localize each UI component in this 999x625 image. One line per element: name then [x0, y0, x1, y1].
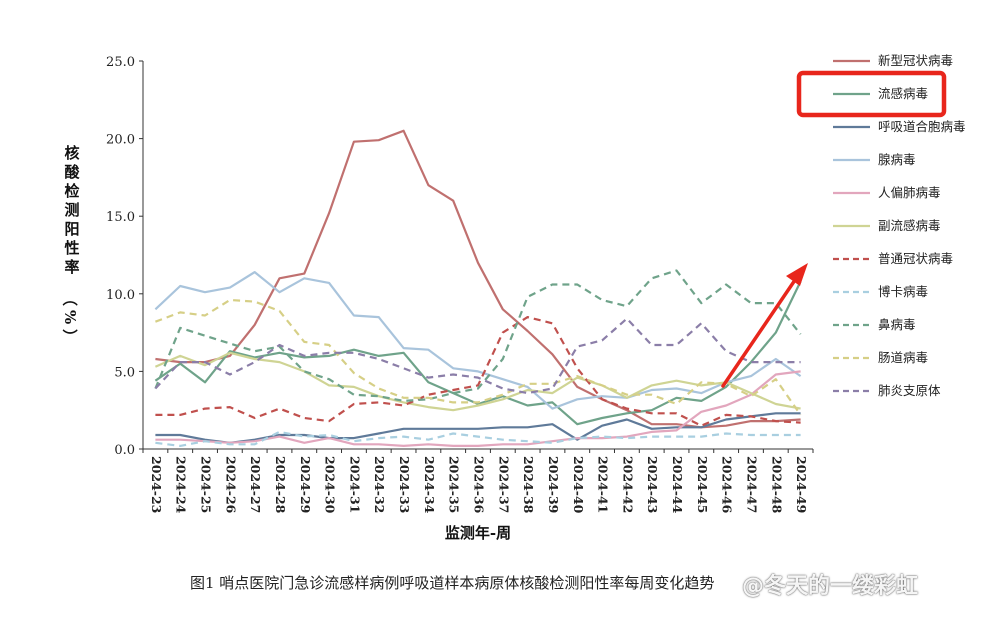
x-tick-label: 2024-25 — [199, 456, 214, 513]
y-axis-title: 核酸检测阳性率（%） — [60, 144, 80, 344]
x-tick-label: 2024-43 — [645, 456, 660, 513]
x-tick-label: 2024-33 — [397, 456, 412, 513]
series-line-4 — [155, 370, 801, 447]
x-tick-label: 2024-24 — [174, 456, 189, 514]
x-tick-label: 2024-48 — [769, 456, 784, 514]
series-line-7 — [155, 430, 801, 447]
highlight-box — [796, 70, 947, 118]
series-line-10 — [154, 317, 801, 395]
legend-label: 肺炎支原体 — [878, 383, 941, 398]
x-tick-label: 2024-39 — [546, 456, 561, 513]
y-tick-label: 25.0 — [106, 55, 135, 70]
x-axis-title: 监测年-周 — [445, 524, 511, 542]
legend-label: 呼吸道合胞病毒 — [878, 119, 966, 134]
y-tick-label: 10.0 — [106, 288, 135, 303]
x-tick-label: 2024-32 — [372, 456, 387, 513]
series-line-8 — [154, 269, 802, 402]
x-tick-label: 2024-44 — [670, 456, 685, 514]
x-tick-label: 2024-47 — [744, 456, 759, 513]
legend-label: 流感病毒 — [878, 86, 928, 101]
x-tick-label: 2024-45 — [695, 456, 710, 513]
y-tick-label: 5.0 — [114, 365, 135, 380]
x-tick-label: 2024-41 — [596, 456, 611, 513]
x-tick-label: 2024-40 — [571, 456, 586, 514]
x-tick-label: 2024-30 — [323, 456, 338, 514]
y-tick-label: 20.0 — [106, 133, 135, 148]
y-tick-label: 0.0 — [114, 443, 135, 458]
legend-label: 新型冠状病毒 — [878, 53, 953, 68]
y-tick-label: 15.0 — [106, 210, 135, 225]
x-tick-label: 2024-23 — [149, 456, 164, 513]
x-tick-label: 2024-36 — [472, 456, 487, 514]
series-line-3 — [154, 271, 802, 410]
x-tick-label: 2024-35 — [447, 456, 462, 513]
x-tick-label: 2024-42 — [620, 456, 635, 513]
x-tick-label: 2024-29 — [298, 456, 313, 513]
series-line-5 — [154, 351, 801, 412]
legend-label: 博卡病毒 — [878, 284, 928, 299]
x-tick-label: 2024-26 — [223, 456, 238, 514]
x-tick-label: 2024-34 — [422, 456, 437, 514]
figure-caption: 图1 哨点医院门急诊流感样病例呼吸道样本病原体核酸检测阳性率每周变化趋势 — [190, 574, 715, 592]
x-tick-label: 2024-49 — [794, 456, 809, 513]
arrow-head — [786, 263, 808, 286]
legend-label: 肠道病毒 — [878, 350, 928, 365]
x-tick-label: 2024-31 — [347, 456, 362, 513]
series-line-2 — [155, 412, 801, 444]
x-tick-label: 2024-38 — [521, 456, 536, 514]
x-tick-label: 2024-28 — [273, 456, 288, 514]
x-tick-label: 2024-37 — [496, 456, 511, 513]
legend-label: 人偏肺病毒 — [878, 185, 941, 200]
arrow-shaft — [721, 278, 797, 388]
watermark: @冬天的一缕彩虹 — [742, 574, 919, 599]
legend-label: 鼻病毒 — [878, 317, 916, 332]
x-tick-label: 2024-27 — [248, 456, 263, 513]
legend-label: 腺病毒 — [878, 152, 916, 167]
series-line-6 — [155, 316, 801, 427]
legend-label: 普通冠状病毒 — [878, 251, 953, 266]
legend-label: 副流感病毒 — [878, 218, 941, 233]
x-tick-label: 2024-46 — [720, 456, 735, 514]
series-line-9 — [155, 298, 802, 416]
